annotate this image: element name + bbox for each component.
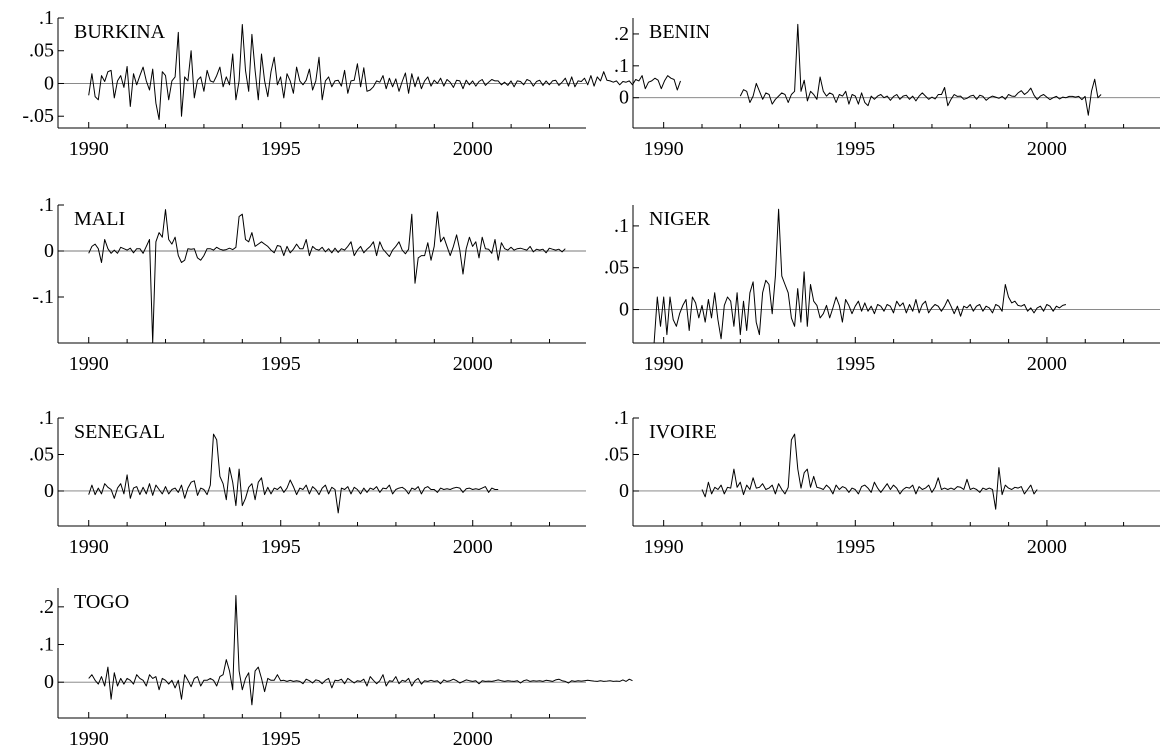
chart-panel-mali: .1 0 -.1 1990 1995 2000 MALI	[32, 194, 586, 375]
y-tick-label: 0	[44, 671, 54, 693]
y-tick-label: -.05	[22, 105, 54, 127]
x-tick-label: 2000	[453, 353, 493, 375]
x-tick-label: 1995	[835, 536, 875, 558]
x-tick-label: 1990	[69, 728, 109, 750]
x-tick-label: 2000	[453, 536, 493, 558]
panel-title: BENIN	[649, 21, 710, 43]
y-tick-label: .1	[39, 194, 54, 216]
series-line-togo	[88, 595, 633, 706]
x-tick-label: 2000	[1027, 138, 1067, 160]
y-tick-label: .05	[604, 257, 629, 279]
y-tick-label: .1	[614, 407, 629, 429]
y-tick-label: .1	[614, 55, 629, 77]
y-tick-label: .05	[29, 443, 54, 465]
x-tick-label: 2000	[1027, 353, 1067, 375]
x-tick-label: 1995	[835, 353, 875, 375]
chart-panel-ivoire: .1 .05 0 1990 1995 2000 IVOIRE	[604, 407, 1160, 558]
x-tick-label: 1995	[261, 138, 301, 160]
x-tick-label: 1990	[644, 353, 684, 375]
series-line-burkina	[88, 24, 681, 120]
series-line-benin	[739, 23, 1102, 116]
chart-panel-burkina: .1 .05 0 -.05 1990 1995 2000 BURKINA	[22, 7, 681, 160]
y-tick-label: .1	[39, 7, 54, 29]
y-tick-label: 0	[619, 480, 629, 502]
panel-title: BURKINA	[74, 21, 166, 43]
x-tick-label: 1995	[835, 138, 875, 160]
panel-title: NIGER	[649, 208, 711, 230]
y-tick-label: 0	[44, 72, 54, 94]
panel-title: TOGO	[74, 591, 129, 613]
chart-panel-benin: .2 .1 0 1990 1995 2000 BENIN	[614, 18, 1160, 160]
series-line-ivoire	[701, 433, 1038, 510]
y-tick-label: .05	[604, 443, 629, 465]
y-tick-label: .1	[39, 407, 54, 429]
y-tick-label: -.1	[32, 286, 54, 308]
y-tick-label: .1	[39, 634, 54, 656]
chart-panel-niger: .1 .05 0 1990 1995 2000 NIGER	[604, 205, 1160, 375]
y-tick-label: .05	[29, 40, 54, 62]
x-tick-label: 1990	[69, 536, 109, 558]
y-tick-label: .2	[614, 23, 629, 45]
series-line-mali	[88, 209, 566, 344]
y-tick-label: 0	[619, 299, 629, 321]
y-tick-label: 0	[44, 480, 54, 502]
panel-title: SENEGAL	[74, 421, 165, 443]
x-tick-label: 1990	[69, 353, 109, 375]
series-line-senegal	[88, 433, 499, 514]
panel-title: IVOIRE	[649, 421, 717, 443]
y-tick-label: 0	[619, 87, 629, 109]
panel-title: MALI	[74, 208, 125, 230]
series-line-niger	[653, 208, 1067, 344]
x-tick-label: 2000	[453, 138, 493, 160]
x-tick-label: 2000	[1027, 536, 1067, 558]
x-tick-label: 1995	[261, 353, 301, 375]
x-tick-label: 1990	[644, 138, 684, 160]
y-tick-label: .1	[614, 215, 629, 237]
x-tick-label: 1990	[644, 536, 684, 558]
chart-panel-togo: .2 .1 0 1990 1995 2000 TOGO	[39, 588, 633, 750]
y-tick-label: 0	[44, 240, 54, 262]
x-tick-label: 1990	[69, 138, 109, 160]
x-tick-label: 1995	[261, 728, 301, 750]
x-tick-label: 2000	[453, 728, 493, 750]
chart-panel-senegal: .1 .05 0 1990 1995 2000 SENEGAL	[29, 407, 586, 558]
y-tick-label: .2	[39, 596, 54, 618]
x-tick-label: 1995	[261, 536, 301, 558]
